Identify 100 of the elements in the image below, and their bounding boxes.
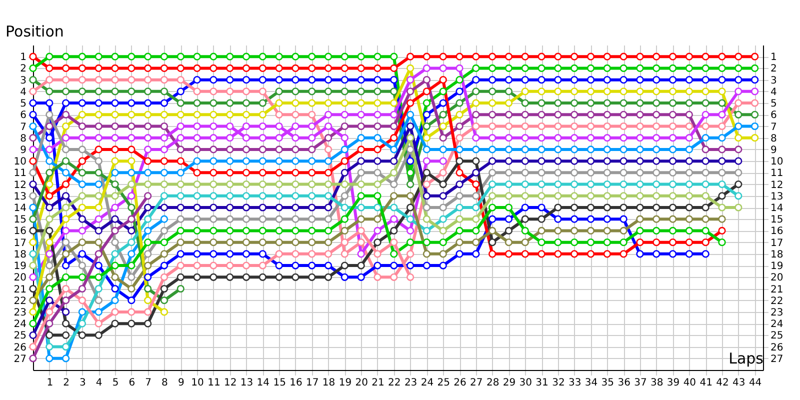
point <box>176 250 184 258</box>
point <box>357 134 365 142</box>
point <box>78 110 86 118</box>
point <box>652 122 660 130</box>
point <box>603 204 611 212</box>
point <box>390 226 398 235</box>
point <box>94 168 102 176</box>
point <box>258 157 266 165</box>
point <box>538 52 546 60</box>
point <box>46 180 54 188</box>
point <box>374 180 382 188</box>
point <box>554 157 562 165</box>
point <box>439 52 447 60</box>
point <box>734 157 742 165</box>
point <box>390 110 398 118</box>
point <box>111 99 119 107</box>
point <box>160 157 168 165</box>
point <box>275 192 283 200</box>
point <box>422 250 431 258</box>
point <box>176 52 184 60</box>
y-tick-label: 11 <box>14 168 26 180</box>
point <box>242 238 250 246</box>
point <box>111 52 119 60</box>
point <box>193 250 201 258</box>
point <box>422 122 431 130</box>
point <box>357 168 365 176</box>
point <box>521 226 529 235</box>
point <box>603 192 611 200</box>
point <box>636 180 644 188</box>
point <box>144 146 152 154</box>
point <box>603 168 611 176</box>
point <box>340 157 348 165</box>
point <box>668 250 677 258</box>
point <box>521 64 529 72</box>
point <box>210 110 218 118</box>
x-tick-label: 41 <box>700 378 712 388</box>
point <box>160 180 168 188</box>
point <box>62 134 70 142</box>
y2-tick-label: 2 <box>770 64 777 75</box>
point <box>292 238 300 246</box>
point <box>94 146 102 154</box>
point <box>390 238 398 246</box>
point <box>652 76 660 84</box>
point <box>374 168 382 176</box>
point <box>193 168 201 176</box>
point <box>357 76 365 84</box>
point <box>340 64 348 72</box>
point <box>652 226 660 235</box>
point <box>439 76 447 84</box>
point <box>324 99 332 107</box>
point <box>718 110 726 118</box>
point <box>78 226 86 235</box>
point <box>554 99 562 107</box>
point <box>308 204 316 212</box>
point <box>636 110 644 118</box>
point <box>62 273 70 281</box>
x-tick-label: 17 <box>306 378 319 388</box>
point <box>242 168 250 176</box>
point <box>586 134 595 142</box>
point <box>570 168 578 176</box>
point <box>62 296 70 304</box>
point <box>472 226 480 235</box>
point <box>46 215 54 223</box>
point <box>668 88 677 96</box>
point <box>128 157 136 165</box>
point <box>620 238 628 246</box>
point <box>176 262 184 270</box>
x-tick-label: 16 <box>290 378 302 388</box>
y-tick-label: 20 <box>14 272 26 284</box>
point <box>193 192 201 200</box>
point <box>685 52 693 60</box>
point <box>340 238 348 246</box>
y-tick-label: 8 <box>20 133 26 144</box>
point <box>128 180 136 188</box>
x-tick-label: 12 <box>224 378 237 388</box>
point <box>242 52 250 60</box>
point <box>636 64 644 72</box>
point <box>340 146 348 154</box>
point <box>538 88 546 96</box>
point <box>504 168 513 176</box>
point <box>160 76 168 84</box>
point <box>258 180 266 188</box>
point <box>504 110 513 118</box>
point <box>603 134 611 142</box>
point <box>275 52 283 60</box>
y-tick-label: 22 <box>14 296 26 307</box>
point <box>456 215 464 223</box>
point <box>570 64 578 72</box>
point <box>144 52 152 60</box>
point <box>488 250 496 258</box>
point <box>390 64 398 72</box>
y2-tick-label: 22 <box>770 296 784 307</box>
point <box>193 215 201 223</box>
point <box>390 99 398 107</box>
point <box>456 146 464 154</box>
point <box>62 354 70 362</box>
point <box>292 52 300 60</box>
point <box>472 250 480 258</box>
point <box>210 99 218 107</box>
point <box>603 110 611 118</box>
